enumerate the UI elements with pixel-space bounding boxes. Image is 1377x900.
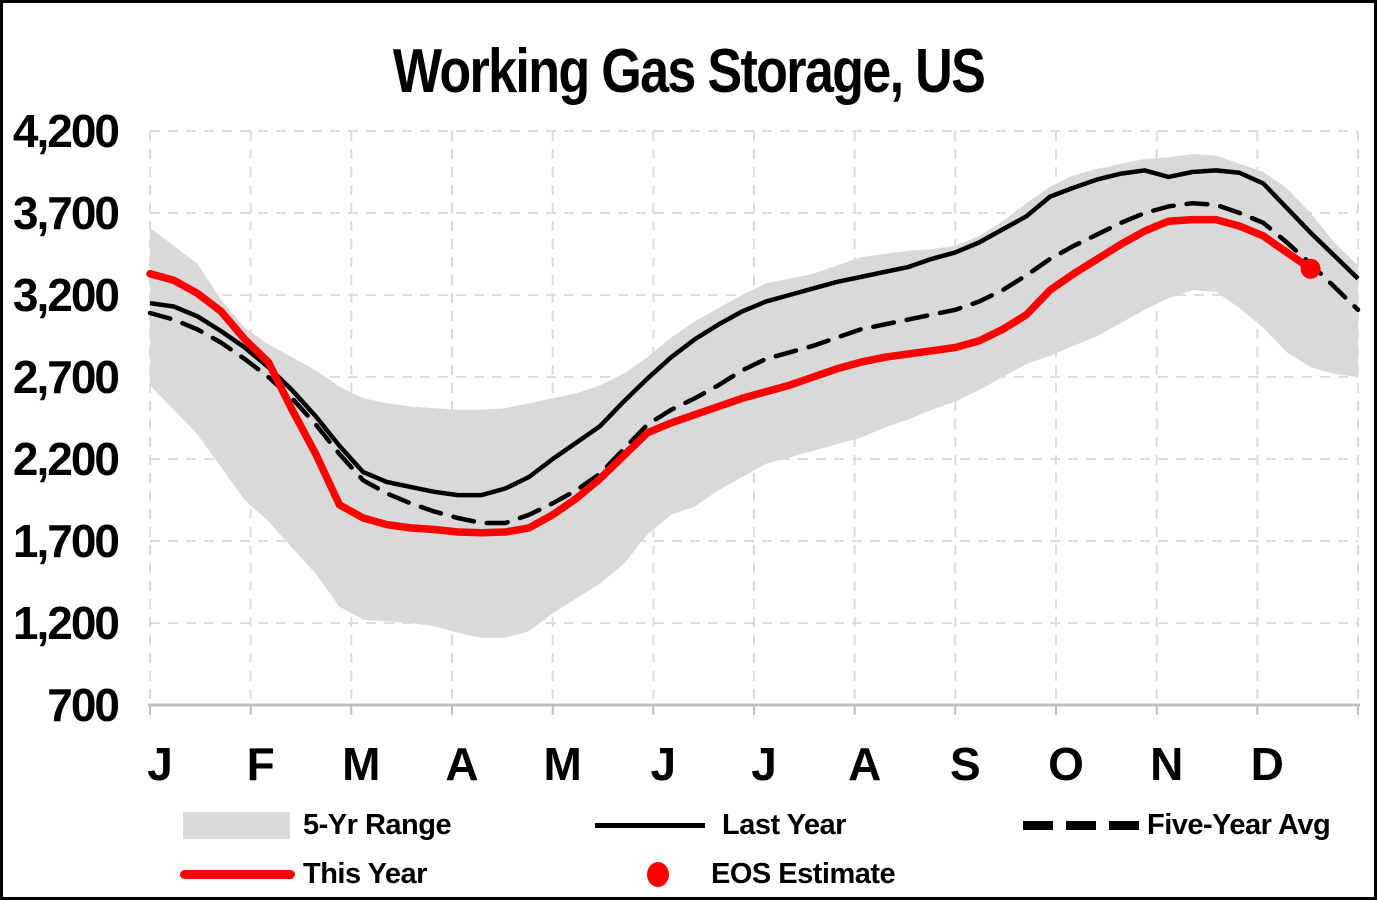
- legend-label-range: 5-Yr Range: [303, 808, 452, 841]
- y-axis-tick-label: 4,200: [13, 105, 119, 157]
- series-five-year-avg: [147, 200, 1361, 526]
- legend-item-5yr-range: 5-Yr Range: [183, 803, 452, 847]
- x-axis-month-label: J: [651, 738, 677, 790]
- series-last-year: [149, 168, 1360, 498]
- x-axis-month-label: A: [445, 738, 478, 790]
- range-swatch: [183, 811, 290, 839]
- x-axis-month-label: J: [751, 738, 777, 790]
- legend-item-eos-estimate: EOS Estimate: [647, 852, 896, 896]
- five-year-avg-dash-swatch: [1023, 820, 1139, 830]
- x-axis-month-label: A: [848, 738, 881, 790]
- legend-item-last-year: Last Year: [595, 803, 846, 847]
- x-axis-month-label: O: [1048, 738, 1084, 790]
- y-axis-tick-label: 1,200: [13, 597, 119, 649]
- legend-label-last-year: Last Year: [722, 808, 846, 841]
- y-axis-tick-label: 3,700: [13, 187, 119, 239]
- y-axis-tick-label: 1,700: [13, 515, 119, 567]
- y-axis-tick-label: 2,200: [13, 433, 119, 485]
- legend-label-this-year: This Year: [303, 857, 427, 890]
- y-axis-tick-label: 3,200: [13, 269, 119, 321]
- x-axis-month-label: N: [1150, 738, 1183, 790]
- chart-title: Working Gas Storage, US: [392, 37, 986, 106]
- legend-item-five-year-avg: Five-Year Avg: [1023, 803, 1331, 847]
- legend-label-eos: EOS Estimate: [711, 857, 896, 890]
- y-axis-tick-label: 700: [47, 679, 118, 731]
- x-axis-month-label: M: [342, 738, 380, 790]
- eos-estimate-dot-swatch: [647, 861, 669, 887]
- x-axis-month-label: J: [147, 738, 173, 790]
- x-axis-month-label: M: [544, 738, 582, 790]
- eos-estimate-point: [1300, 258, 1321, 279]
- x-axis-month-label: S: [950, 738, 981, 790]
- series-this-year: [146, 215, 1315, 537]
- y-axis-tick-label: 2,700: [13, 351, 119, 403]
- x-axis-month-label: D: [1251, 738, 1284, 790]
- x-axis-month-label: F: [247, 738, 275, 790]
- last-year-line-swatch: [595, 822, 705, 828]
- legend-item-this-year: This Year: [180, 852, 427, 896]
- legend-label-five-year-avg: Five-Year Avg: [1147, 808, 1331, 841]
- this-year-line-swatch: [180, 869, 295, 879]
